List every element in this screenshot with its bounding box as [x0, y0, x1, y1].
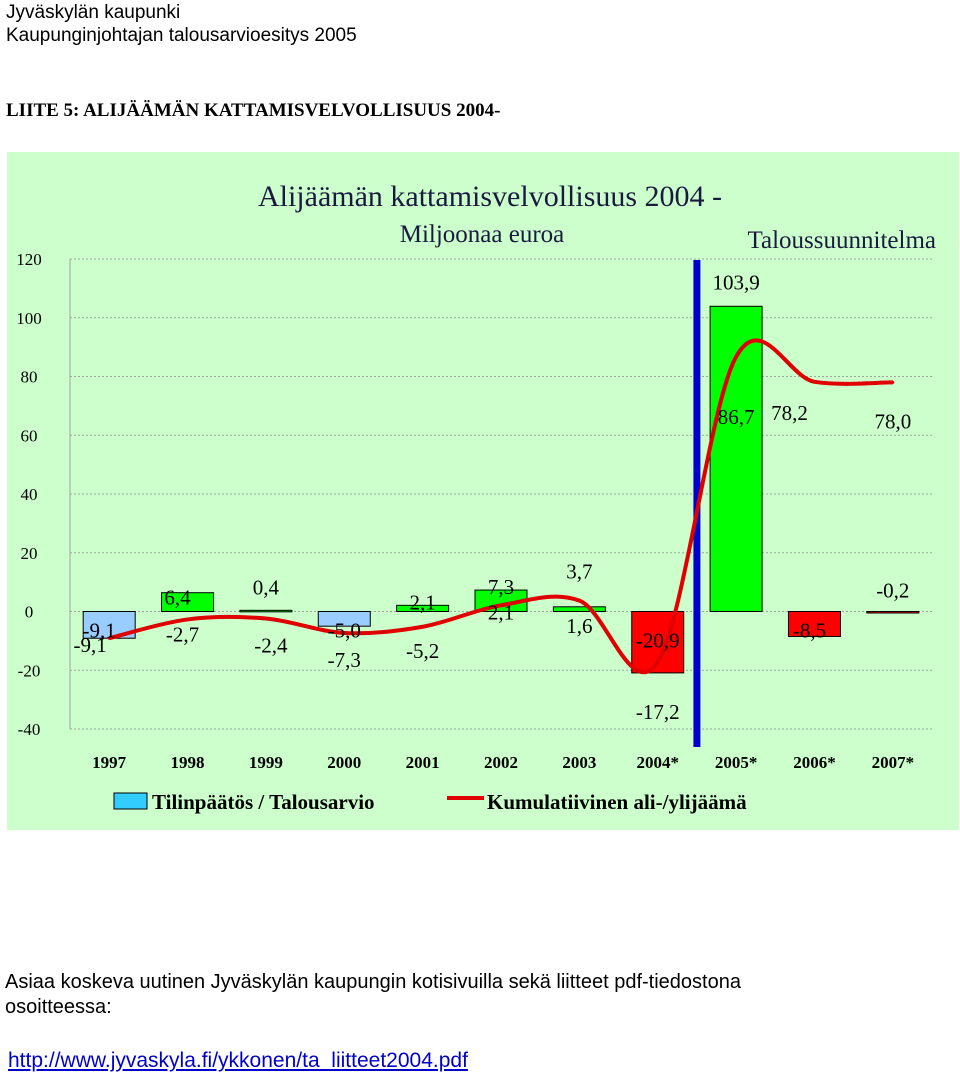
bar-label: -20,9	[636, 629, 680, 653]
y-tick-label: 120	[16, 250, 42, 269]
cumulative-point-1998	[186, 617, 190, 621]
city-name: Jyväskylän kaupunki	[6, 2, 181, 23]
legend-label-line: Kumulatiivinen ali-/ylijäämä	[487, 790, 747, 814]
line-label: -7,3	[328, 648, 361, 672]
chart-panel: Alijäämän kattamisvelvollisuus 2004 - Mil…	[7, 152, 959, 830]
y-tick-label: -40	[18, 720, 41, 739]
bar-2006	[787, 611, 841, 637]
cumulative-point-1999	[264, 617, 268, 621]
cumulative-point-2006	[812, 380, 816, 384]
y-tick-label: 40	[21, 485, 38, 504]
bar-1999	[239, 609, 293, 613]
x-tick-label: 1997	[92, 753, 127, 772]
bar-label: -5,0	[328, 619, 361, 643]
line-label: -2,7	[166, 622, 199, 646]
line-label: 2,1	[488, 600, 514, 624]
bar-label: -9,1	[83, 619, 116, 643]
x-tick-label: 1998	[171, 753, 205, 772]
bar-2003	[552, 606, 606, 612]
cumulative-point-2003	[577, 599, 581, 603]
line-label: -5,2	[406, 639, 439, 663]
chart-subtitle: Miljoonaa euroa	[400, 221, 565, 248]
x-tick-label: 2002	[484, 753, 518, 772]
x-tick-label: 2003	[562, 753, 596, 772]
bar-2001	[396, 604, 450, 612]
bar-label: 1,6	[566, 614, 592, 638]
x-tick-label: 2000	[327, 753, 361, 772]
chart-annotation: Taloussuunnitelma	[747, 227, 936, 254]
bar-2005	[709, 305, 763, 612]
bar-label: 6,4	[164, 586, 191, 610]
legend-swatch-bars	[113, 792, 148, 810]
legend-label-bars: Tilinpäätös / Talousarvio	[152, 790, 375, 814]
chart-svg: Alijäämän kattamisvelvollisuus 2004 - Mil…	[16, 180, 936, 814]
pdf-link[interactable]: http://www.jyvaskyla.fi/ykkonen/ta_liitt…	[8, 1049, 468, 1072]
document-name: Kaupunginjohtajan talousarvioesitys 2005	[6, 25, 357, 46]
footer-text: Asiaa koskeva uutinen Jyväskylän kaupung…	[5, 971, 741, 993]
line-label: -9,1	[74, 633, 107, 657]
bar-label: 103,9	[712, 270, 759, 294]
cumulative-point-2005	[734, 355, 738, 359]
x-tick-label: 2006*	[793, 753, 836, 772]
bar-label: 2,1	[410, 590, 436, 614]
footer-text-cont: osoitteessa:	[5, 996, 112, 1018]
bar-label: 7,3	[488, 575, 514, 599]
chart-title: Alijäämän kattamisvelvollisuus 2004 -	[258, 180, 722, 213]
line-label: -17,2	[636, 700, 680, 724]
bar-2000	[317, 611, 371, 627]
x-tick-label: 1999	[249, 753, 283, 772]
y-tick-label: 0	[25, 603, 34, 622]
cumulative-point-2002	[499, 603, 503, 607]
cumulative-point-2000	[342, 631, 346, 635]
x-tick-label: 2004*	[636, 753, 679, 772]
line-label: 86,7	[718, 405, 755, 429]
cumulative-point-2001	[421, 625, 425, 629]
bar-label: -0,2	[876, 579, 909, 603]
cumulative-point-2007	[891, 380, 895, 384]
cumulative-point-2004	[656, 660, 660, 664]
bar-2007	[866, 611, 920, 614]
x-tick-label: 2007*	[872, 753, 915, 772]
bar-label: -8,5	[793, 619, 826, 643]
x-tick-label: 2001	[406, 753, 440, 772]
cumulative-point-1997	[107, 636, 111, 640]
y-tick-label: 80	[21, 368, 38, 387]
section-title: LIITE 5: ALIJÄÄMÄN KATTAMISVELVOLLISUUS …	[6, 100, 501, 121]
x-tick-label: 2005*	[715, 753, 758, 772]
y-tick-label: 100	[16, 309, 42, 328]
line-label: 3,7	[566, 560, 592, 584]
line-label: 78,0	[874, 409, 911, 433]
bar-label: 0,4	[253, 575, 280, 599]
bar-1998	[161, 592, 215, 613]
y-tick-label: 60	[21, 426, 38, 445]
y-tick-label: -20	[18, 661, 41, 680]
y-tick-label: 20	[21, 544, 38, 563]
line-label: 78,2	[771, 401, 808, 425]
line-label: -2,4	[254, 634, 288, 658]
